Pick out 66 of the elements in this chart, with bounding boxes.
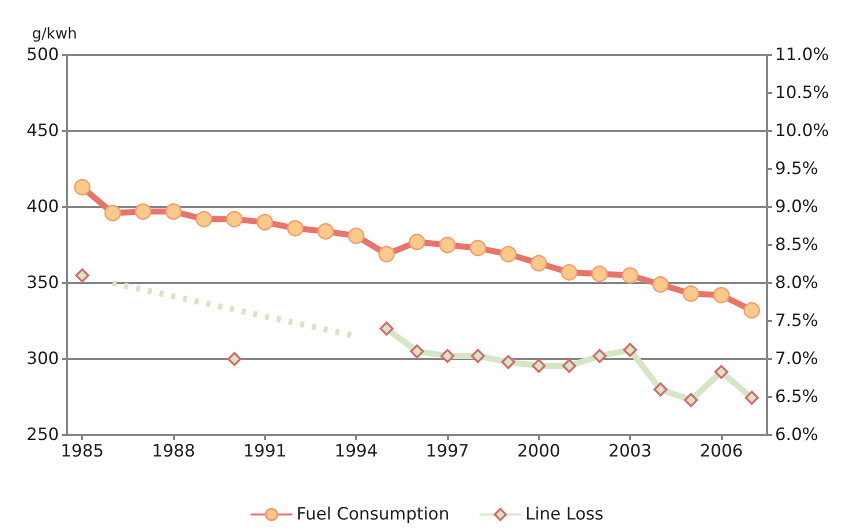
x-tick-label: 2000	[517, 442, 560, 462]
y-axis-title: g/kwh	[32, 24, 77, 42]
point	[317, 223, 334, 240]
point	[348, 228, 364, 244]
x-tick-label: 2003	[608, 442, 652, 462]
x-tick-label: 1988	[152, 442, 196, 462]
point	[713, 286, 730, 304]
y2-tick-label: 8.0%	[775, 273, 818, 293]
point	[378, 246, 395, 262]
point	[714, 364, 728, 379]
point	[74, 178, 90, 196]
y-tick-label: 250	[26, 425, 59, 445]
point	[196, 210, 212, 228]
point	[226, 210, 243, 228]
point	[470, 348, 485, 363]
point	[104, 204, 121, 222]
point	[134, 203, 152, 220]
point	[227, 352, 242, 366]
point	[530, 254, 547, 272]
y-tick-label: 450	[26, 121, 59, 141]
y2-tick-label: 10.0%	[775, 121, 830, 141]
y-tick-label: 500	[26, 45, 59, 65]
y2-tick-label: 10.5%	[775, 83, 830, 103]
y2-tick-label: 6.5%	[775, 387, 818, 407]
point	[500, 246, 517, 262]
x-tick-label: 1997	[426, 442, 470, 462]
point	[744, 390, 759, 405]
point	[560, 264, 578, 281]
point	[684, 393, 698, 408]
point	[470, 240, 486, 256]
point	[501, 355, 516, 370]
y2-tick-label: 8.5%	[775, 235, 818, 255]
y-tick-label: 300	[26, 349, 59, 369]
legend-label: Fuel Consumption	[296, 504, 450, 524]
y-tick-label: 400	[26, 197, 59, 217]
point	[652, 276, 669, 293]
point	[408, 234, 426, 250]
point	[592, 348, 607, 363]
point	[623, 342, 638, 357]
y2-tick-label: 11.0%	[775, 45, 830, 65]
x-tick-label: 1991	[243, 442, 286, 462]
point	[75, 268, 90, 282]
point	[439, 236, 456, 254]
point	[591, 266, 608, 282]
point	[410, 344, 424, 358]
point	[532, 358, 546, 373]
point	[380, 322, 394, 336]
point	[165, 203, 182, 220]
point	[653, 382, 668, 396]
y2-tick-label: 9.0%	[775, 197, 818, 217]
point	[562, 358, 576, 373]
point	[287, 220, 304, 237]
legend-label: Line Loss	[525, 504, 604, 524]
point	[256, 214, 274, 230]
point	[682, 285, 700, 302]
x-tick-label: 1994	[334, 442, 378, 462]
point	[440, 348, 454, 363]
y-tick-label: 350	[26, 273, 59, 293]
y2-tick-label: 7.5%	[775, 311, 818, 331]
y2-tick-label: 6.0%	[775, 425, 818, 445]
point	[622, 267, 638, 284]
y2-tick-label: 7.0%	[775, 349, 818, 369]
x-tick-label: 2006	[700, 442, 743, 462]
y2-tick-label: 9.5%	[775, 159, 818, 179]
point	[744, 302, 760, 319]
x-tick-label: 1985	[60, 442, 104, 462]
